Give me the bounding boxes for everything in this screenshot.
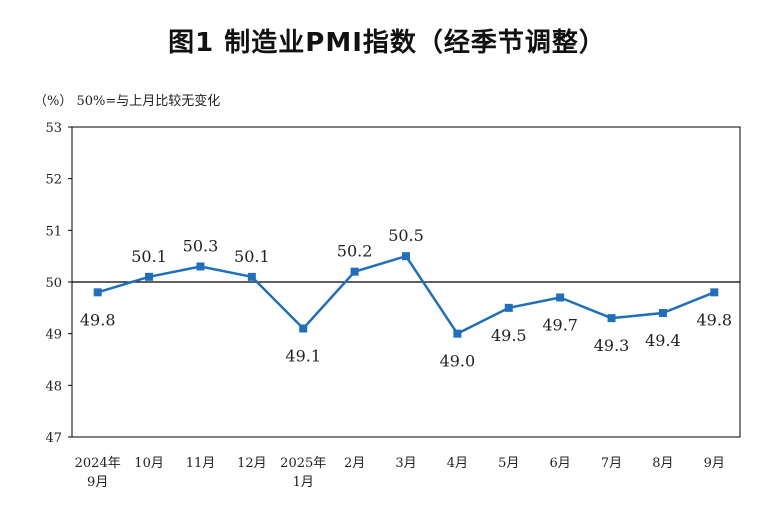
data-point xyxy=(350,267,359,276)
data-label: 49.1 xyxy=(285,347,321,366)
data-point xyxy=(607,314,616,323)
data-point xyxy=(247,272,256,281)
data-point xyxy=(402,252,410,261)
data-label: 49.5 xyxy=(491,326,527,345)
x-tick-label: 9月 xyxy=(704,456,725,471)
x-tick-label: 10月 xyxy=(134,456,164,471)
y-tick-label: 52 xyxy=(45,173,62,188)
data-label: 50.1 xyxy=(131,247,167,266)
chart-title: 图1 制造业PMI指数（经季节调整） xyxy=(168,28,606,58)
data-point xyxy=(658,309,667,317)
x-tick-label: 3月 xyxy=(395,456,416,471)
y-tick-label: 53 xyxy=(45,121,62,136)
data-point xyxy=(710,288,719,297)
data-point xyxy=(453,329,462,338)
y-tick-label: 49 xyxy=(45,328,62,343)
data-label: 49.8 xyxy=(696,310,732,329)
x-tick-label: 9月 xyxy=(87,475,108,490)
y-tick-label: 48 xyxy=(45,379,62,394)
data-label: 49.3 xyxy=(594,336,630,355)
data-label: 49.0 xyxy=(440,352,476,371)
x-tick-label: 6月 xyxy=(550,456,571,471)
x-tick-label: 2024年 xyxy=(75,456,121,471)
data-point xyxy=(93,288,102,297)
data-label: 50.1 xyxy=(234,247,270,266)
x-tick-label: 12月 xyxy=(237,456,267,471)
x-tick-label: 1月 xyxy=(293,475,314,490)
series-line xyxy=(97,254,715,335)
data-label: 50.3 xyxy=(183,237,219,256)
data-label: 50.5 xyxy=(388,226,424,245)
data-point xyxy=(196,262,205,271)
y-tick-label: 51 xyxy=(45,224,62,239)
data-point xyxy=(299,324,308,333)
y-tick-label: 50 xyxy=(45,276,62,291)
unit-note: （%） 50%=与上月比较无变化 xyxy=(34,94,221,109)
x-tick-label: 7月 xyxy=(601,456,622,471)
x-tick-label: 8月 xyxy=(652,456,673,471)
x-tick-label: 2月 xyxy=(344,456,365,471)
x-tick-label: 4月 xyxy=(447,456,468,471)
data-label: 49.8 xyxy=(80,310,116,329)
data-point xyxy=(556,293,565,302)
data-label: 49.7 xyxy=(542,316,578,335)
y-tick-label: 47 xyxy=(45,431,62,446)
x-tick-label: 5月 xyxy=(498,456,519,471)
x-tick-label: 2025年 xyxy=(280,456,326,471)
data-label: 49.4 xyxy=(645,331,681,350)
data-label: 50.2 xyxy=(337,242,373,261)
data-point xyxy=(504,303,513,312)
x-tick-label: 11月 xyxy=(186,456,216,471)
data-point xyxy=(145,272,154,281)
